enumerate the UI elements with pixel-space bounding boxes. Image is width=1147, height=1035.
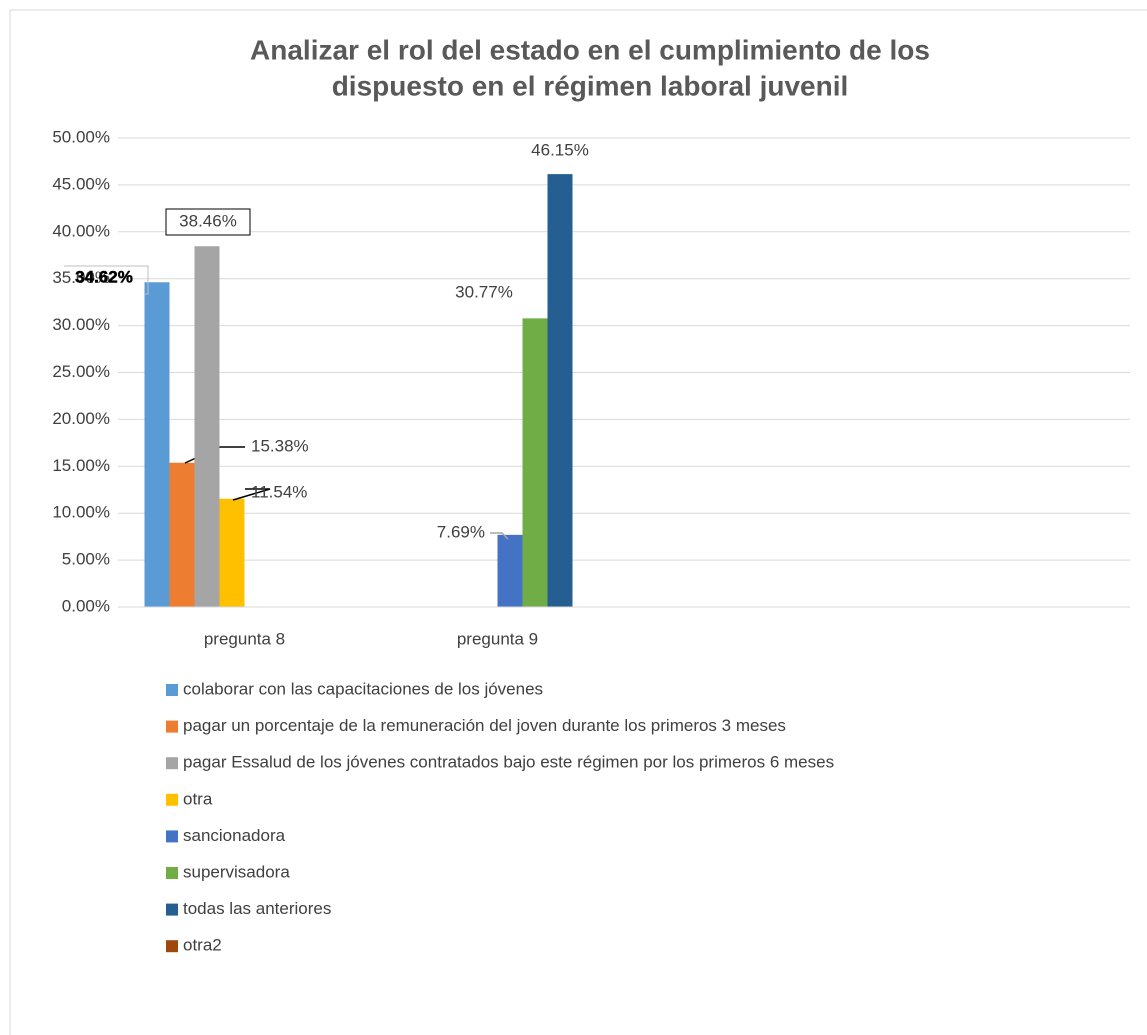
legend-swatch bbox=[166, 830, 178, 843]
y-tick-label: 40.00% bbox=[52, 221, 110, 240]
y-tick-label: 10.00% bbox=[52, 503, 110, 522]
data-label: 15.38% bbox=[251, 436, 309, 455]
leader-line bbox=[490, 532, 509, 540]
data-label: 11.54% bbox=[251, 482, 307, 501]
y-tick-label: 30.00% bbox=[52, 315, 110, 334]
legend-label: pagar Essalud de los jóvenes contratados… bbox=[183, 753, 834, 772]
y-tick-label: 15.00% bbox=[52, 456, 110, 475]
data-label: 34.62% bbox=[75, 267, 133, 286]
data-label: 30.77% bbox=[455, 282, 513, 301]
x-tick-label: pregunta 9 bbox=[457, 629, 538, 648]
legend-label: pagar un porcentaje de la remuneración d… bbox=[183, 716, 786, 735]
data-label: 46.15% bbox=[531, 140, 589, 159]
y-tick-label: 35.00% bbox=[52, 268, 110, 287]
bar bbox=[194, 246, 220, 608]
legend-swatch bbox=[166, 720, 178, 733]
data-label: 38.46% bbox=[179, 211, 237, 230]
legend-label: otra2 bbox=[183, 936, 222, 955]
legend-label: otra bbox=[183, 789, 213, 808]
label-bracket bbox=[64, 265, 149, 295]
y-tick-label: 25.00% bbox=[52, 362, 110, 381]
x-tick-label: pregunta 8 bbox=[204, 629, 285, 648]
legend-swatch bbox=[166, 757, 178, 770]
y-tick-label: 20.00% bbox=[52, 409, 110, 428]
legend-swatch bbox=[166, 903, 178, 916]
y-tick-label: 50.00% bbox=[52, 127, 110, 146]
chart-title: dispuesto en el régimen laboral juvenil bbox=[332, 70, 849, 101]
legend-label: sancionadora bbox=[183, 826, 286, 845]
chart-title: Analizar el rol del estado en el cumplim… bbox=[250, 34, 930, 65]
leader-line bbox=[232, 488, 271, 501]
data-label: 7.69% bbox=[437, 522, 485, 541]
legend-swatch bbox=[166, 940, 178, 953]
chart-frame bbox=[9, 9, 1147, 1035]
bar bbox=[522, 318, 548, 607]
legend-swatch bbox=[166, 867, 178, 879]
legend-label: todas las anteriores bbox=[183, 899, 331, 918]
bar bbox=[169, 462, 195, 607]
bar bbox=[497, 534, 523, 607]
label-box bbox=[165, 208, 251, 236]
bar bbox=[144, 282, 170, 607]
bar bbox=[547, 174, 573, 607]
legend-swatch bbox=[166, 793, 178, 806]
legend-label: supervisadora bbox=[183, 862, 290, 881]
y-tick-label: 45.00% bbox=[52, 174, 110, 193]
bar bbox=[219, 498, 245, 607]
legend-label: colaborar con las capacitaciones de los … bbox=[183, 679, 543, 698]
y-tick-label: 0.00% bbox=[62, 596, 110, 615]
legend-swatch bbox=[166, 684, 178, 696]
y-tick-label: 5.00% bbox=[62, 550, 110, 569]
